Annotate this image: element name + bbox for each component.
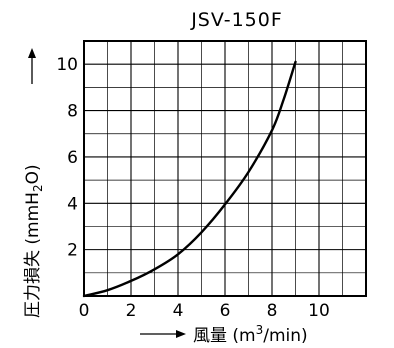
y-axis-label: 圧力損失 (mmH2O) — [23, 48, 45, 318]
y-axis-label-sub: 2 — [31, 184, 45, 192]
x-tick-label: 8 — [267, 301, 278, 321]
x-tick-label: 10 — [308, 301, 330, 321]
series — [82, 60, 297, 298]
x-tick-label: 4 — [173, 301, 184, 321]
plot-frame — [83, 40, 367, 297]
x-axis-label: 風量 (m3/min) — [140, 323, 308, 346]
svg-text:風量 (m3/min): 風量 (m3/min) — [193, 323, 308, 346]
y-tick-label: 8 — [67, 102, 78, 122]
x-axis-label-prefix: 風量 (m — [193, 326, 256, 346]
x-axis-label-slash: / — [263, 326, 269, 346]
x-axis-label-sup: 3 — [256, 323, 264, 337]
grid — [84, 41, 366, 296]
y-axis-label-suffix: O) — [23, 164, 43, 184]
x-tick-label: 0 — [79, 301, 90, 321]
y-tick-label: 10 — [56, 55, 78, 75]
y-tick-labels: 2 4 6 8 10 — [56, 55, 78, 260]
x-axis-label-suffix: min) — [269, 326, 308, 346]
y-tick-label: 4 — [67, 194, 78, 214]
x-tick-labels: 0 2 4 6 8 10 — [79, 301, 330, 321]
chart-title: JSV-150F — [190, 9, 283, 31]
y-tick-label: 6 — [67, 148, 78, 168]
x-tick-label: 6 — [220, 301, 231, 321]
x-tick-label: 2 — [126, 301, 137, 321]
y-axis-label-prefix: 圧力損失 (mmH — [23, 192, 43, 318]
y-axis-arrow-head — [28, 48, 36, 58]
y-tick-label: 2 — [67, 241, 78, 261]
svg-text:圧力損失 (mmH2O): 圧力損失 (mmH2O) — [23, 164, 45, 318]
x-axis-arrow-head — [176, 330, 186, 338]
series-line — [82, 60, 297, 298]
plot-border — [83, 40, 367, 297]
